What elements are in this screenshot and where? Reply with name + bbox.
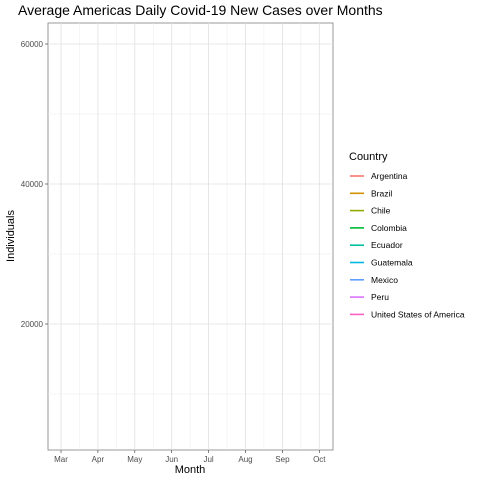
legend-entry: Guatemala bbox=[371, 258, 413, 268]
legend-entry: Ecuador bbox=[371, 240, 403, 250]
legend: Country Argentina Brazil Chile Colombia Ecua… bbox=[349, 151, 465, 319]
grid-lines bbox=[48, 23, 333, 450]
chart-title: Average Americas Daily Covid-19 New Case… bbox=[18, 2, 383, 18]
x-tick-label: Jun bbox=[165, 455, 178, 464]
legend-entry: Brazil bbox=[371, 188, 392, 198]
legend-title: Country bbox=[349, 151, 388, 163]
y-tick-label: 40000 bbox=[21, 180, 44, 189]
legend-entry: Argentina bbox=[371, 171, 408, 181]
x-axis: Mar Apr May Jun Jul Aug Sep Oct bbox=[54, 450, 326, 464]
legend-entry: Mexico bbox=[371, 275, 398, 285]
y-axis-title: Individuals bbox=[5, 210, 17, 262]
y-axis: 20000 40000 60000 bbox=[21, 40, 48, 329]
y-tick-label: 60000 bbox=[21, 40, 44, 49]
legend-entry: Colombia bbox=[371, 223, 407, 233]
x-tick-label: Jul bbox=[203, 455, 213, 464]
plot-panel bbox=[47, 22, 334, 451]
x-tick-label: Oct bbox=[313, 455, 326, 464]
x-tick-label: Sep bbox=[275, 455, 290, 464]
x-tick-label: May bbox=[127, 455, 142, 464]
legend-entry: Chile bbox=[371, 206, 391, 216]
x-tick-label: Mar bbox=[54, 455, 68, 464]
x-tick-label: Apr bbox=[92, 455, 105, 464]
x-tick-label: Aug bbox=[238, 455, 252, 464]
legend-entry: United States of America bbox=[371, 309, 465, 319]
legend-entry: Peru bbox=[371, 292, 389, 302]
x-axis-title: Month bbox=[175, 464, 206, 476]
y-tick-label: 20000 bbox=[21, 320, 44, 329]
